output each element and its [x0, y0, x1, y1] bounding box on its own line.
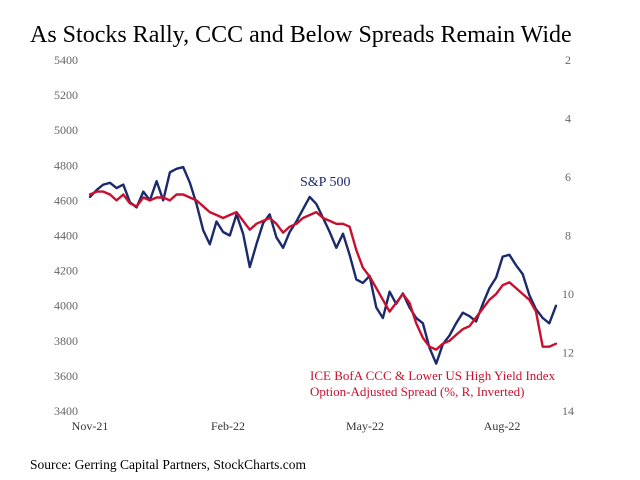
- ccc-spread-line: [88, 190, 558, 351]
- chart-title: As Stocks Rally, CCC and Below Spreads R…: [30, 22, 572, 48]
- x-tick-label: Nov-21: [72, 419, 109, 433]
- left-tick-label: 3400: [54, 404, 78, 418]
- left-tick-label: 5400: [54, 53, 78, 67]
- left-axis-ticks: 3400 3600 3800 4000 4200 4400 4600 4800 5000 5200…: [54, 53, 78, 418]
- spread-series-label-line2: Option-Adjusted Spread (%, R, Inverted): [310, 384, 524, 399]
- x-tick-label: May-22: [346, 419, 384, 433]
- right-tick-label: 10: [562, 287, 574, 301]
- left-tick-label: 4600: [54, 193, 78, 207]
- sp500-series-label: S&P 500: [300, 175, 350, 190]
- spread-series-label-line1: ICE BofA CCC & Lower US High Yield Index: [310, 368, 556, 383]
- x-tick-label: Aug-22: [484, 419, 521, 433]
- left-tick-label: 3600: [54, 369, 78, 383]
- left-tick-label: 3800: [54, 334, 78, 348]
- x-tick-label: Feb-22: [211, 419, 245, 433]
- left-tick-label: 4400: [54, 229, 78, 243]
- right-tick-label: 12: [562, 346, 574, 360]
- right-axis-ticks: 2 4 6 8 10 12 14: [562, 53, 574, 418]
- series-lines: [88, 165, 558, 365]
- right-tick-label: 2: [565, 53, 571, 67]
- left-tick-label: 5000: [54, 123, 78, 137]
- source-note: Source: Gerring Capital Partners, StockC…: [30, 457, 306, 472]
- left-tick-label: 4200: [54, 264, 78, 278]
- right-tick-label: 14: [562, 404, 574, 418]
- right-tick-label: 6: [565, 170, 571, 184]
- left-tick-label: 4000: [54, 299, 78, 313]
- left-tick-label: 4800: [54, 158, 78, 172]
- right-tick-label: 8: [565, 229, 571, 243]
- right-tick-label: 4: [565, 112, 571, 126]
- x-axis-ticks: Nov-21 Feb-22 May-22 Aug-22: [72, 419, 521, 433]
- left-tick-label: 5200: [54, 88, 78, 102]
